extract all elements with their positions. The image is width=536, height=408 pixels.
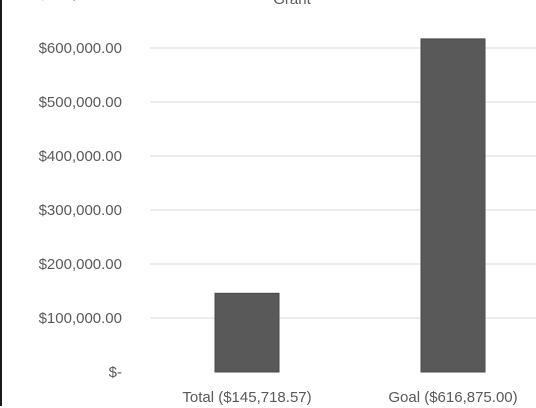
y-tick-label: $600,000.00 [39,40,122,57]
bar-0 [215,293,279,372]
y-tick-label: $100,000.00 [39,310,122,327]
x-category-label: Goal ($616,875.00) [388,389,517,406]
x-axis-category-labels: Total ($145,718.57) Goal ($616,875.00) [182,389,517,406]
x-category-label: Total ($145,718.57) [182,389,311,406]
bar-1 [421,39,485,372]
y-tick-label: $200,000.00 [39,256,122,273]
y-axis-tick-labels: $- $100,000.00 $200,000.00 $300,000.00 $400,… [39,0,122,381]
y-tick-label: $- [109,364,122,381]
bars [215,39,485,372]
y-tick-label: $500,000.00 [39,94,122,111]
y-tick-label: $700,000.00 [39,0,122,3]
y-tick-label: $400,000.00 [39,148,122,165]
chart-title: Grant [273,0,311,8]
y-tick-label: $300,000.00 [39,202,122,219]
